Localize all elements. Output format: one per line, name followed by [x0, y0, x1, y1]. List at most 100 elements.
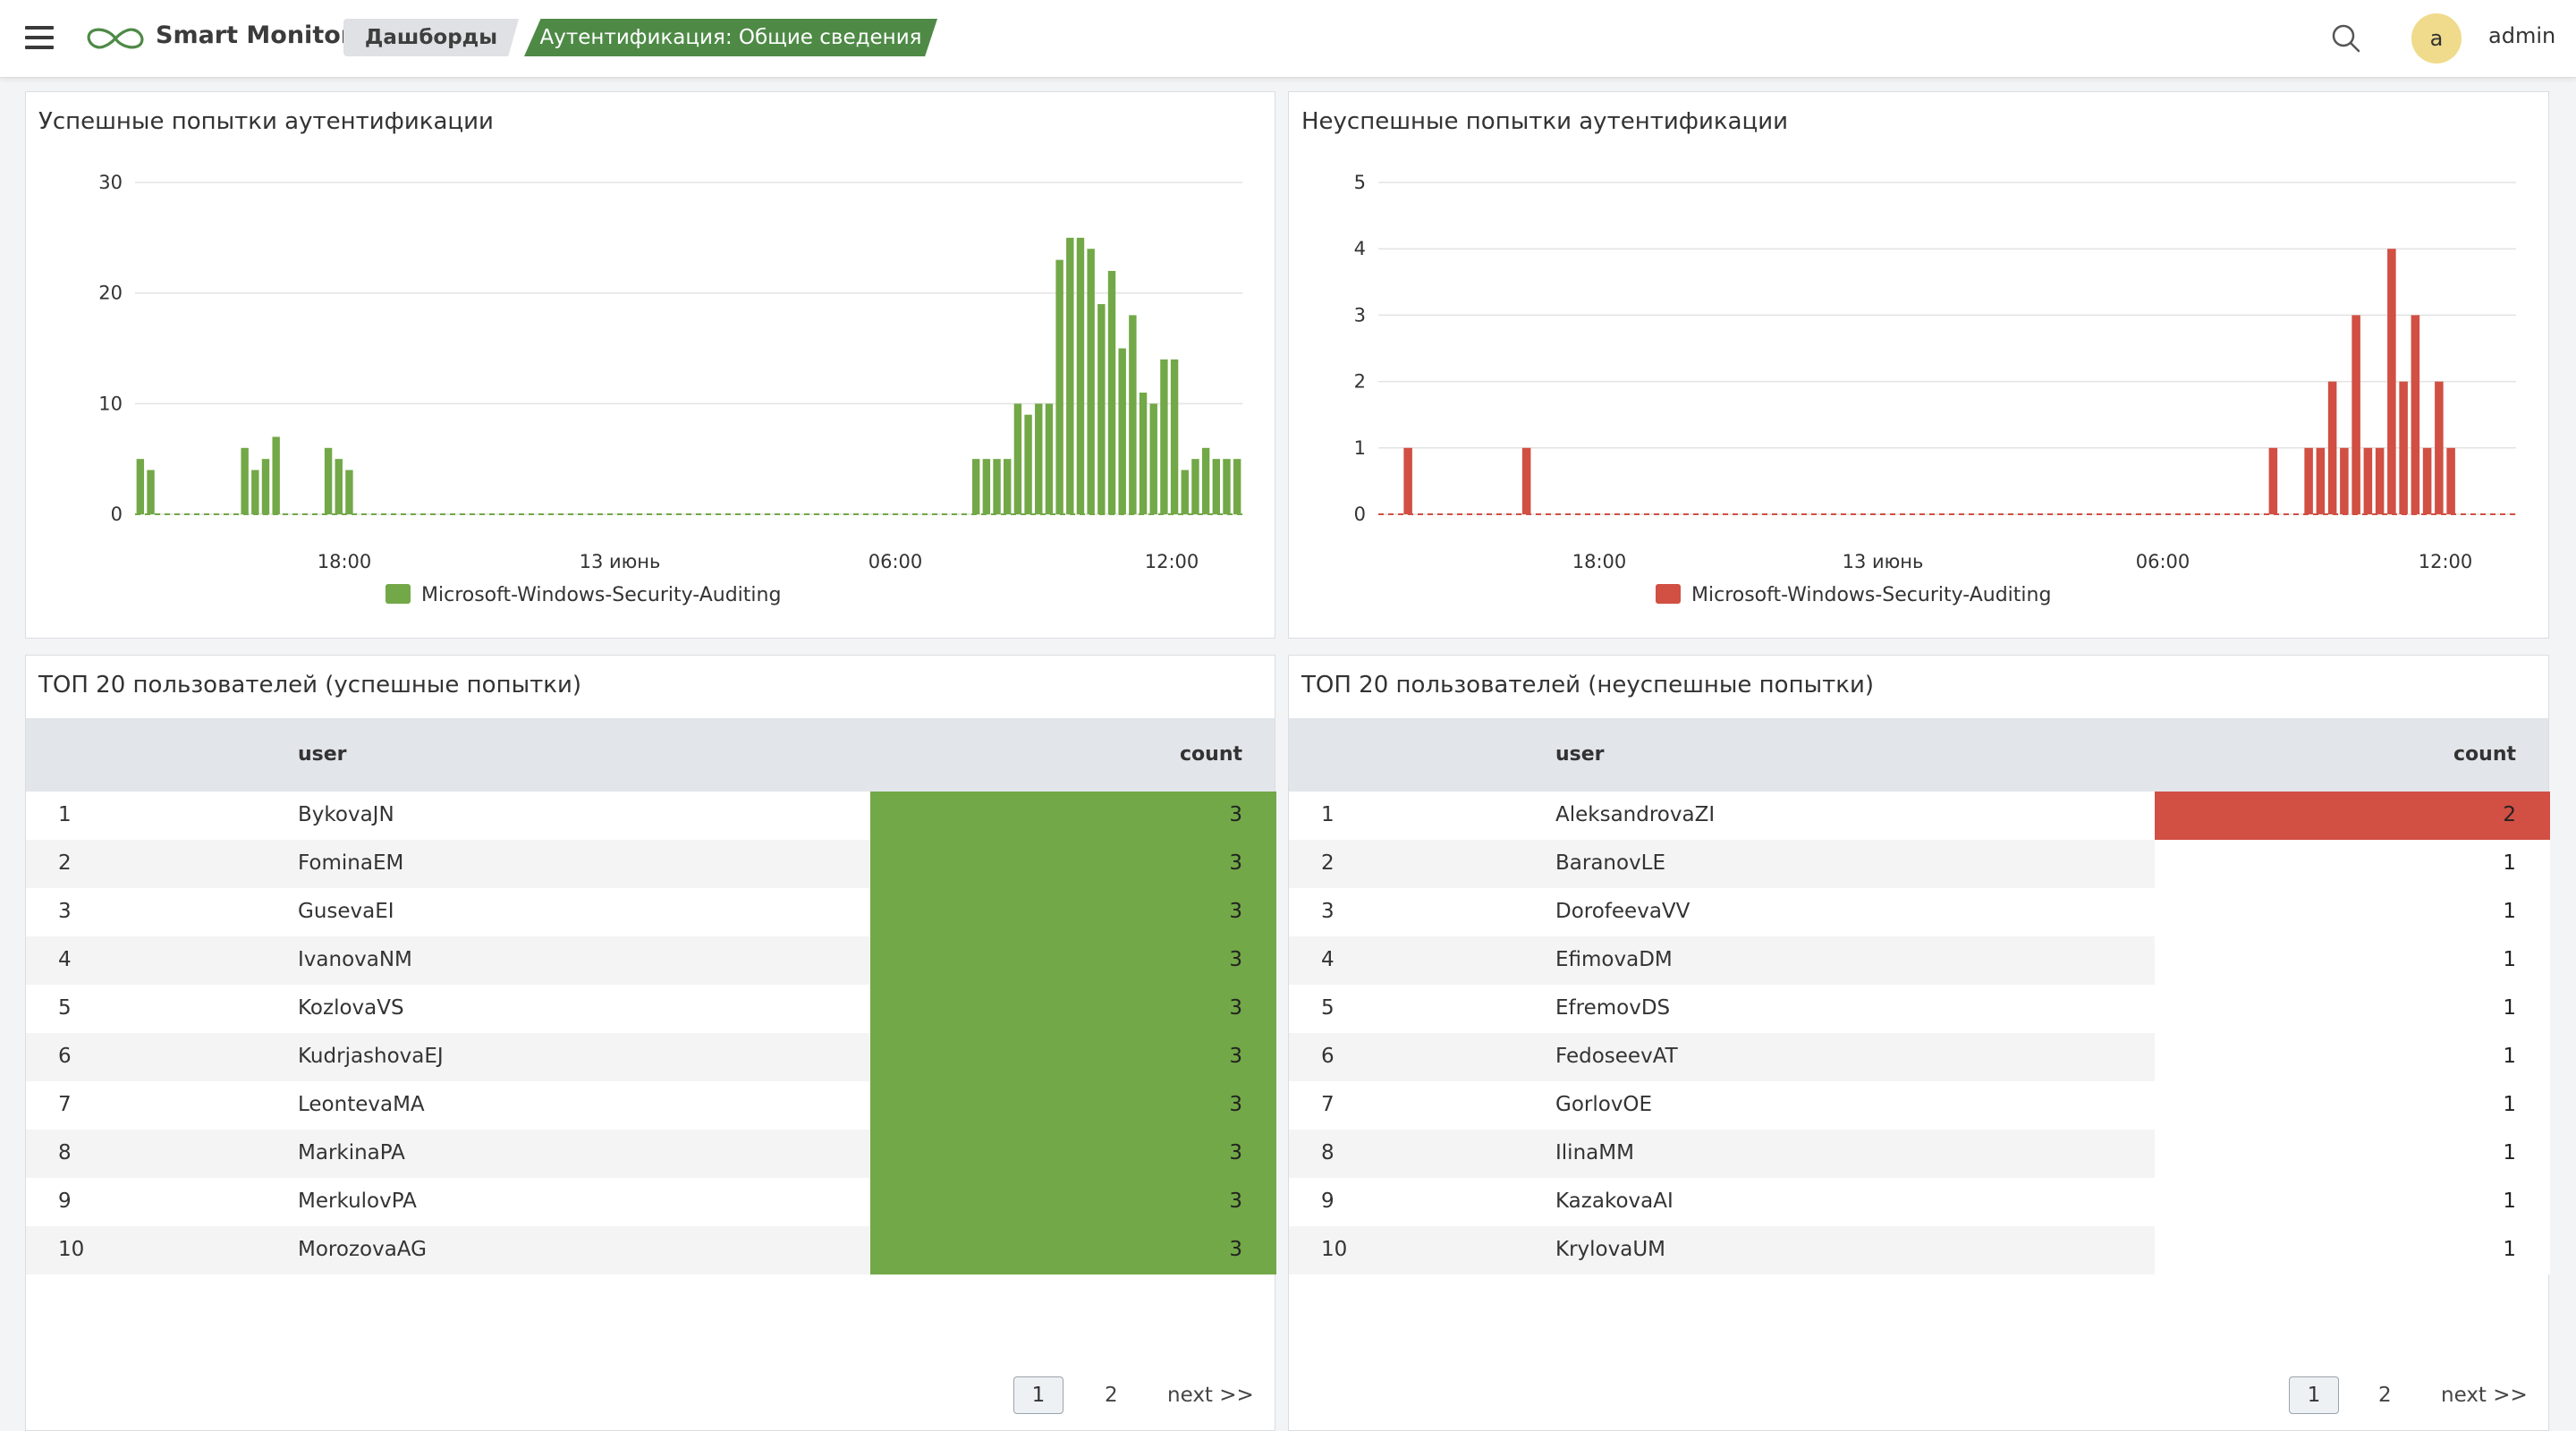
table-row[interactable]: 3 DorofeevaVV 1	[1289, 888, 2550, 936]
bar[interactable]	[1233, 459, 1241, 514]
bar[interactable]	[345, 470, 353, 514]
next-page-link[interactable]: next >>	[2441, 1384, 2528, 1407]
bar[interactable]	[2327, 381, 2337, 514]
bar[interactable]	[1403, 447, 1412, 514]
bar[interactable]	[1076, 237, 1085, 514]
table-row[interactable]: 5 KozlovaVS 3	[26, 985, 1276, 1033]
table-row[interactable]: 7 GorlovOE 1	[1289, 1081, 2550, 1130]
user-cell[interactable]: KazakovaAI	[1555, 1190, 1674, 1213]
bar[interactable]	[2351, 315, 2360, 514]
bar[interactable]	[1013, 403, 1022, 514]
legend-label[interactable]: Microsoft-Windows-Security-Auditing	[1691, 584, 2051, 606]
bar[interactable]	[2446, 447, 2455, 514]
bar[interactable]	[971, 459, 980, 514]
table-row[interactable]: 7 LeontevaMA 3	[26, 1081, 1276, 1130]
column-header-count[interactable]: count	[2453, 743, 2516, 766]
legend-swatch[interactable]	[386, 584, 411, 604]
next-page-link[interactable]: next >>	[1167, 1384, 1254, 1407]
bar[interactable]	[1149, 403, 1157, 514]
table-row[interactable]: 10 KrylovaUM 1	[1289, 1226, 2550, 1274]
column-header-count[interactable]: count	[1180, 743, 1242, 766]
column-header-user[interactable]: user	[298, 743, 347, 766]
bar[interactable]	[1521, 447, 1531, 514]
bar[interactable]	[2435, 381, 2444, 514]
bar[interactable]	[2422, 447, 2432, 514]
bar[interactable]	[1097, 304, 1106, 514]
user-cell[interactable]: BykovaJN	[298, 803, 394, 826]
page-2-link[interactable]: 2	[2378, 1384, 2392, 1407]
table-row[interactable]: 9 MerkulovPA 3	[26, 1178, 1276, 1226]
bar[interactable]	[2340, 447, 2349, 514]
table-row[interactable]: 6 KudrjashovaEJ 3	[26, 1033, 1276, 1081]
bar[interactable]	[241, 447, 249, 514]
user-cell[interactable]: FedoseevAT	[1555, 1045, 1678, 1068]
table-row[interactable]: 5 EfremovDS 1	[1289, 985, 2550, 1033]
user-cell[interactable]: DorofeevaVV	[1555, 900, 1690, 923]
bar[interactable]	[1139, 392, 1148, 514]
table-row[interactable]: 6 FedoseevAT 1	[1289, 1033, 2550, 1081]
bar[interactable]	[993, 459, 1001, 514]
bar[interactable]	[1181, 470, 1189, 514]
bar[interactable]	[147, 470, 155, 514]
legend-swatch[interactable]	[1656, 584, 1681, 604]
username[interactable]: admin	[2488, 23, 2556, 48]
bar[interactable]	[2268, 447, 2278, 514]
bar[interactable]	[1170, 359, 1179, 514]
bar[interactable]	[2363, 447, 2373, 514]
bar[interactable]	[1035, 403, 1043, 514]
table-row[interactable]: 4 EfimovaDM 1	[1289, 936, 2550, 985]
bar[interactable]	[1129, 315, 1137, 514]
table-row[interactable]: 4 IvanovaNM 3	[26, 936, 1276, 985]
table-row[interactable]: 10 MorozovaAG 3	[26, 1226, 1276, 1274]
table-row[interactable]: 2 FominaEM 3	[26, 840, 1276, 888]
user-cell[interactable]: KrylovaUM	[1555, 1238, 1665, 1261]
bar[interactable]	[1107, 270, 1116, 514]
bar[interactable]	[1087, 249, 1095, 514]
user-cell[interactable]: GusevaEI	[298, 900, 394, 923]
bar[interactable]	[1118, 348, 1126, 515]
bar[interactable]	[1045, 403, 1054, 514]
bar[interactable]	[2316, 447, 2326, 514]
user-cell[interactable]: AleksandrovaZI	[1555, 803, 1716, 826]
breadcrumb-current-dashboard[interactable]: Аутентификация: Общие сведения	[524, 19, 937, 56]
table-row[interactable]: 1 AleksandrovaZI 2	[1289, 792, 2550, 840]
bar[interactable]	[272, 436, 280, 514]
bar[interactable]	[1160, 359, 1168, 514]
table-row[interactable]: 2 BaranovLE 1	[1289, 840, 2550, 888]
bar[interactable]	[2399, 381, 2408, 514]
bar[interactable]	[251, 470, 259, 514]
avatar[interactable]: a	[2411, 13, 2462, 64]
bar[interactable]	[982, 459, 991, 514]
bar[interactable]	[1004, 459, 1012, 514]
table-row[interactable]: 8 IlinaMM 1	[1289, 1130, 2550, 1178]
bar[interactable]	[324, 447, 333, 514]
bar[interactable]	[1191, 459, 1199, 514]
user-cell[interactable]: MorozovaAG	[298, 1238, 427, 1261]
table-row[interactable]: 9 KazakovaAI 1	[1289, 1178, 2550, 1226]
user-cell[interactable]: EfremovDS	[1555, 996, 1671, 1020]
bar[interactable]	[1066, 237, 1074, 514]
bar[interactable]	[1024, 414, 1032, 514]
user-cell[interactable]: GorlovOE	[1555, 1093, 1653, 1116]
page-2-link[interactable]: 2	[1105, 1384, 1118, 1407]
bar[interactable]	[1201, 447, 1210, 514]
user-cell[interactable]: LeontevaMA	[298, 1093, 425, 1116]
user-cell[interactable]: IvanovaNM	[298, 948, 412, 971]
user-cell[interactable]: MarkinaPA	[298, 1141, 405, 1164]
table-row[interactable]: 1 BykovaJN 3	[26, 792, 1276, 840]
bar[interactable]	[1212, 459, 1221, 514]
bar[interactable]	[261, 459, 270, 514]
user-cell[interactable]: BaranovLE	[1555, 851, 1666, 875]
breadcrumb-dashboards[interactable]: Дашборды	[343, 19, 519, 56]
table-row[interactable]: 3 GusevaEI 3	[26, 888, 1276, 936]
page-1-button[interactable]: 1	[2289, 1376, 2339, 1414]
user-cell[interactable]: EfimovaDM	[1555, 948, 1673, 971]
user-cell[interactable]: MerkulovPA	[298, 1190, 417, 1213]
bar[interactable]	[2304, 447, 2313, 514]
bar[interactable]	[2411, 315, 2420, 514]
bar[interactable]	[136, 459, 145, 514]
user-cell[interactable]: IlinaMM	[1555, 1141, 1634, 1164]
bar[interactable]	[1055, 259, 1063, 514]
user-cell[interactable]: KudrjashovaEJ	[298, 1045, 444, 1068]
menu-icon[interactable]	[25, 26, 54, 51]
